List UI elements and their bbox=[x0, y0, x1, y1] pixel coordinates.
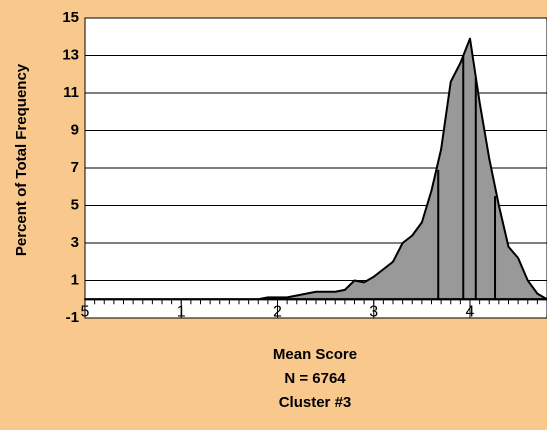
y-tick-label: 9 bbox=[71, 121, 79, 138]
y-tick-label: 1 bbox=[71, 271, 79, 288]
y-tick-label: 5 bbox=[71, 196, 79, 213]
y-axis-title: Percent of Total Frequency bbox=[13, 63, 30, 256]
y-tick-label: 13 bbox=[62, 46, 79, 63]
subtitle: Cluster #3 bbox=[279, 394, 352, 411]
subtitle: N = 6764 bbox=[284, 370, 346, 387]
y-tick-label: 11 bbox=[63, 84, 79, 101]
y-tick-label: -1 bbox=[66, 309, 79, 326]
y-tick-label: 15 bbox=[62, 9, 79, 26]
y-tick-label: 7 bbox=[71, 159, 79, 176]
y-tick-label: 3 bbox=[71, 234, 79, 251]
x-axis-title: Mean Score bbox=[273, 346, 357, 363]
x-tick-label: 4 bbox=[466, 303, 475, 320]
x-tick-label: 1 bbox=[177, 303, 186, 320]
x-tick-label: 5 bbox=[81, 303, 90, 320]
x-tick-label: 2 bbox=[273, 303, 282, 320]
x-tick-label: 3 bbox=[369, 303, 378, 320]
